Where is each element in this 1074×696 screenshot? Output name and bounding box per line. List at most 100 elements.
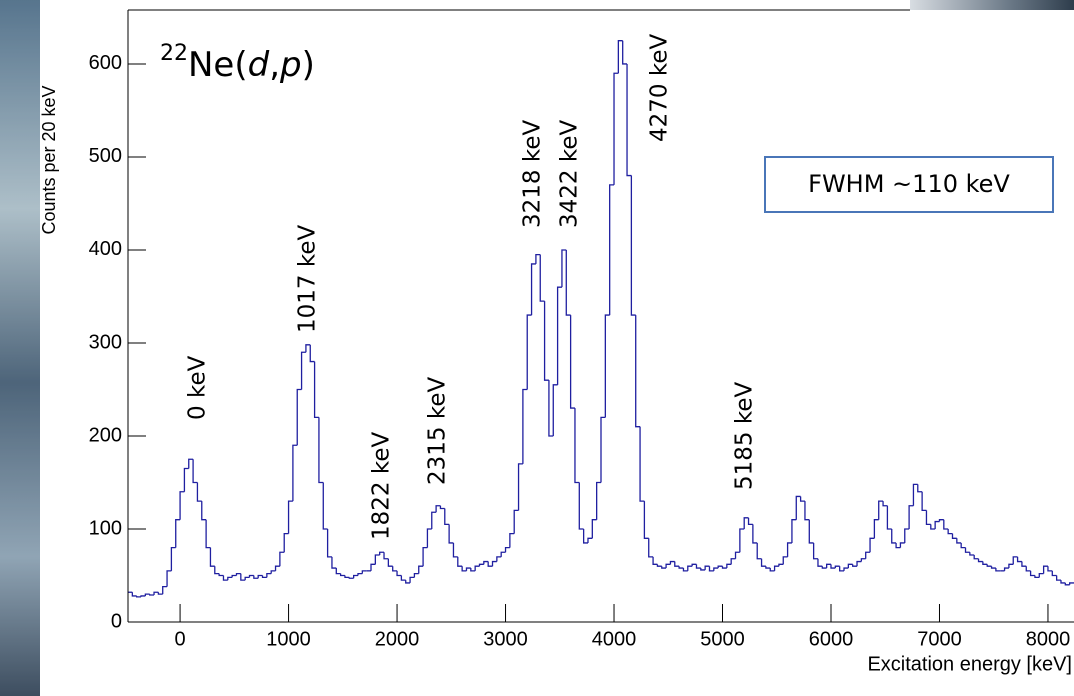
histogram-bin	[782, 556, 788, 565]
histogram-bin	[348, 577, 354, 579]
histogram-bin	[899, 542, 905, 548]
x-axis-label: Excitation energy [keV]	[867, 653, 1072, 675]
histogram-bin	[917, 484, 923, 493]
histogram-bin	[643, 501, 649, 539]
histogram-bin	[357, 572, 363, 576]
histogram-bin	[791, 519, 797, 543]
histogram-bin	[149, 594, 155, 596]
histogram-bin	[383, 552, 389, 560]
peak-label: 5185 keV	[732, 382, 758, 490]
histogram-bin	[674, 561, 680, 567]
histogram-bin	[500, 551, 506, 557]
x-tick-label: 8000	[1026, 628, 1071, 650]
x-tick-label: 3000	[483, 628, 528, 650]
histogram-bin	[786, 542, 792, 557]
y-tick-label: 100	[89, 517, 122, 539]
histogram-bin	[596, 481, 601, 520]
histogram-bin	[973, 555, 979, 560]
histogram-bin	[821, 566, 827, 569]
histogram-bin	[487, 561, 493, 567]
histogram-bin	[483, 560, 489, 565]
histogram-bin	[426, 528, 432, 548]
peak-label: 3218 keV	[520, 120, 546, 228]
y-axis-label: Counts per 20 keV	[39, 85, 59, 234]
histogram-bin	[318, 417, 324, 484]
histogram-bin	[305, 344, 311, 353]
histogram-bin	[960, 542, 966, 549]
histogram-bin	[687, 565, 693, 571]
note-box	[764, 156, 1054, 213]
histogram-bin	[496, 556, 502, 562]
histogram-bin	[1051, 570, 1057, 577]
y-tick-label: 600	[89, 52, 122, 74]
histogram-bin	[986, 564, 992, 567]
histogram-bin	[817, 558, 823, 567]
y-tick-label: 500	[89, 145, 122, 167]
histogram-bin	[405, 580, 411, 584]
x-tick-label: 4000	[592, 628, 637, 650]
histogram-bin	[700, 568, 706, 571]
histogram-bin	[938, 519, 944, 522]
histogram-bin	[1069, 582, 1074, 585]
histogram-bin	[435, 505, 441, 513]
histogram-bin	[873, 519, 879, 539]
x-tick-label: 5000	[700, 628, 745, 650]
histogram-bin	[734, 551, 740, 559]
histogram-bin	[379, 551, 385, 556]
photo-overlay	[0, 0, 40, 696]
histogram-bin	[322, 482, 328, 530]
histogram-bin	[969, 552, 975, 556]
histogram-bin	[648, 538, 654, 558]
histogram-bin	[270, 570, 276, 574]
histogram-bin	[192, 459, 198, 484]
histogram-bin	[335, 568, 341, 575]
histogram-bin	[904, 528, 910, 543]
histogram-bin	[678, 566, 684, 569]
histogram-bin	[418, 565, 424, 574]
histogram-bin	[517, 463, 523, 511]
histogram-bin	[1038, 572, 1044, 578]
histogram-bin	[652, 556, 658, 565]
histogram-bin	[201, 501, 207, 521]
histogram-bin	[227, 576, 233, 581]
histogram-bin	[713, 567, 719, 571]
histogram-bin	[587, 537, 593, 543]
histogram-bin	[370, 563, 376, 571]
histogram-bin	[812, 542, 818, 560]
histogram-bin	[1008, 563, 1014, 569]
histogram-bin	[526, 314, 532, 390]
histogram-bin	[561, 249, 567, 288]
histogram-bin	[300, 351, 306, 390]
histogram-bin	[912, 483, 918, 506]
histogram-bin	[509, 532, 515, 548]
histogram-bin	[548, 380, 554, 437]
histogram-bin	[448, 524, 454, 544]
histogram-bin	[539, 254, 545, 302]
histogram-bin	[209, 547, 215, 567]
x-tick-label: 0	[175, 628, 186, 650]
histogram-bin	[921, 491, 927, 512]
histogram-bin	[244, 576, 250, 581]
histogram-bin	[886, 505, 892, 530]
histogram-bin	[175, 519, 181, 548]
histogram-bin	[470, 568, 476, 572]
histogram-bin	[157, 592, 163, 595]
histogram-bin	[409, 576, 415, 583]
plot-area	[128, 10, 1074, 622]
histogram-bin	[413, 572, 419, 578]
histogram-bin	[287, 500, 293, 534]
histogram-bin	[452, 542, 458, 558]
histogram-bin	[266, 572, 272, 578]
histogram-bin	[826, 563, 831, 569]
histogram-bin	[778, 563, 784, 567]
histogram-bin	[908, 505, 914, 529]
histogram-bin	[891, 528, 897, 544]
histogram-bin	[170, 546, 176, 571]
histogram-bin	[665, 563, 671, 569]
histogram-bin	[635, 315, 641, 428]
histogram-bin	[222, 575, 228, 581]
histogram-bin	[882, 501, 888, 507]
histogram-bin	[951, 533, 957, 539]
histogram-bin	[253, 575, 259, 579]
